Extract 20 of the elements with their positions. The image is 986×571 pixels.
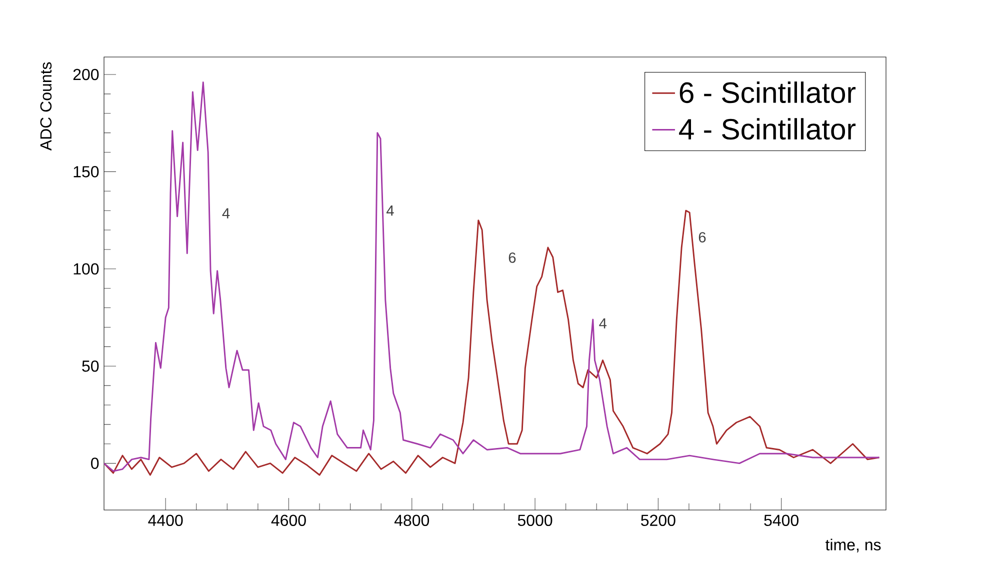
- annotation: 4: [599, 318, 607, 328]
- x-tick-label: 5200: [641, 514, 676, 526]
- x-tick-label: 4600: [271, 514, 306, 526]
- annotation: 6: [698, 232, 706, 242]
- annotation: 6: [508, 252, 516, 263]
- annotation: 4: [222, 208, 230, 218]
- y-tick-label: 50: [82, 360, 99, 372]
- y-tick-label: 100: [74, 263, 99, 275]
- y-tick-label: 150: [74, 166, 99, 178]
- y-tick-label: 0: [91, 458, 99, 469]
- x-tick-label: 4800: [394, 514, 430, 526]
- y-tick-label: 200: [73, 68, 99, 80]
- annotation: 4: [386, 206, 394, 216]
- legend-label: 4 - Scintillator: [679, 118, 856, 140]
- x-tick-label: 5400: [764, 514, 798, 526]
- y-axis-title: ADC Counts: [40, 62, 52, 151]
- x-tick-label: 4400: [148, 514, 183, 526]
- x-tick-label: 5000: [518, 514, 552, 526]
- legend-label: 6 - Scintillator: [680, 82, 856, 104]
- x-axis-title: time, ns: [826, 538, 881, 552]
